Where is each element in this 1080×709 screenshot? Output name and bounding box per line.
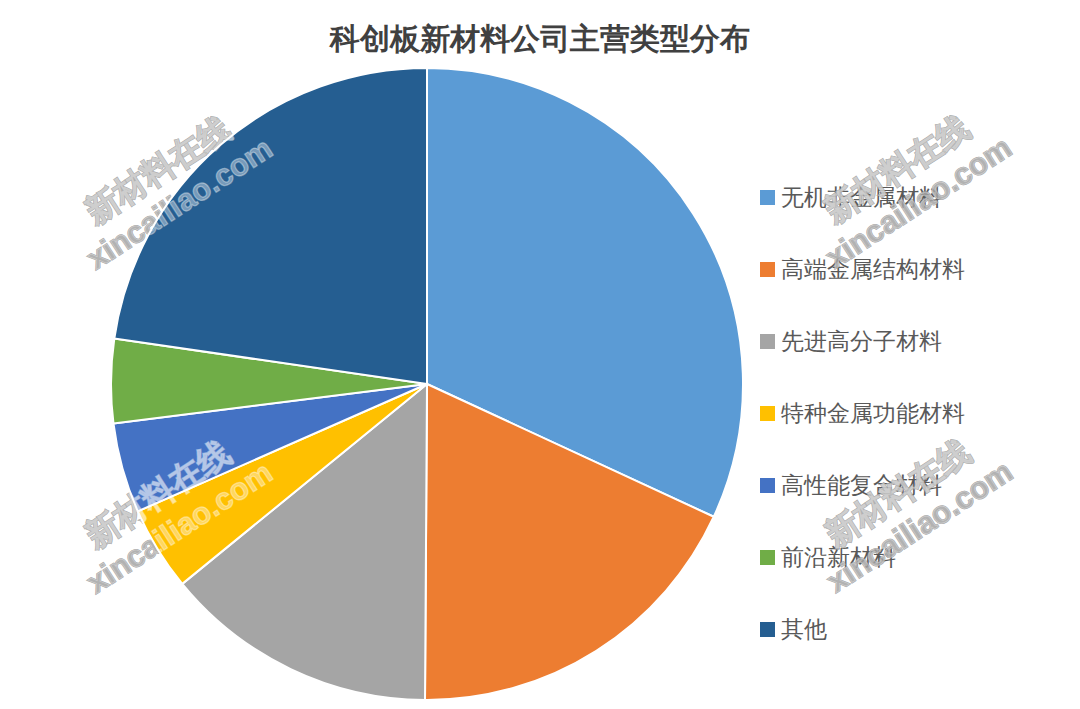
legend-swatch-4 bbox=[760, 406, 775, 421]
legend-item-7: 其他 bbox=[760, 614, 827, 645]
legend: 无机非金属材料高端金属结构材料先进高分子材料特种金属功能材料高性能复合材料前沿新… bbox=[0, 0, 1080, 709]
legend-swatch-5 bbox=[760, 478, 775, 493]
legend-label-4: 特种金属功能材料 bbox=[781, 398, 965, 429]
legend-label-3: 先进高分子材料 bbox=[781, 326, 942, 357]
legend-swatch-6 bbox=[760, 550, 775, 565]
legend-item-1: 无机非金属材料 bbox=[760, 182, 942, 213]
legend-swatch-7 bbox=[760, 622, 775, 637]
legend-swatch-3 bbox=[760, 334, 775, 349]
legend-label-5: 高性能复合材料 bbox=[781, 470, 942, 501]
legend-label-7: 其他 bbox=[781, 614, 827, 645]
legend-item-4: 特种金属功能材料 bbox=[760, 398, 965, 429]
legend-label-1: 无机非金属材料 bbox=[781, 182, 942, 213]
legend-swatch-2 bbox=[760, 262, 775, 277]
legend-label-6: 前沿新材料 bbox=[781, 542, 896, 573]
legend-item-6: 前沿新材料 bbox=[760, 542, 896, 573]
legend-item-3: 先进高分子材料 bbox=[760, 326, 942, 357]
pie-chart-figure: 新材料在线xincailiao.com新材料在线xincailiao.com新材… bbox=[0, 0, 1080, 709]
legend-label-2: 高端金属结构材料 bbox=[781, 254, 965, 285]
legend-swatch-1 bbox=[760, 190, 775, 205]
legend-item-5: 高性能复合材料 bbox=[760, 470, 942, 501]
legend-item-2: 高端金属结构材料 bbox=[760, 254, 965, 285]
